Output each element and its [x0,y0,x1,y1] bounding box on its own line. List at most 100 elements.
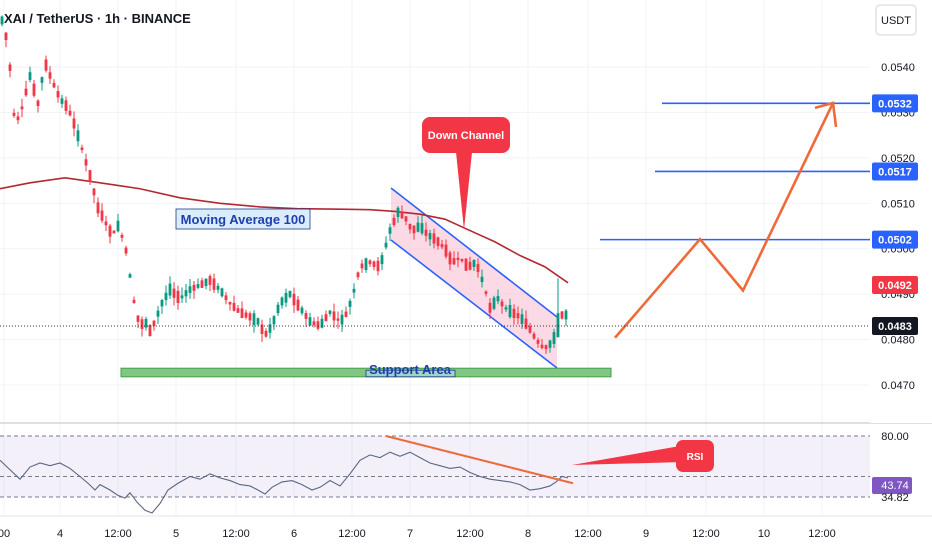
candle [452,258,456,265]
candle [460,258,464,262]
time-tick-label: 7 [407,528,413,540]
candle [64,100,68,111]
candle [468,261,472,270]
candle [20,106,24,110]
candle [352,288,356,293]
candle [152,320,156,326]
candle [540,344,544,349]
price-tag [872,94,918,113]
price-tick-label: 0.0480 [881,335,915,347]
candle [208,276,212,285]
candle [272,316,276,325]
price-tick-label: 0.0470 [881,380,915,392]
candle [236,308,240,313]
candle [144,318,148,328]
candle [196,284,200,288]
candle [480,276,484,283]
candle [308,317,312,326]
price-axis-bg [870,0,932,423]
candle [360,263,364,269]
candle [140,319,144,329]
candle [504,307,508,310]
candle [192,284,196,291]
price-tag-label: 0.0492 [878,280,912,292]
candle [68,110,72,116]
time-tick-label: 4 [57,528,63,540]
candle [256,318,260,325]
rsi-tag [872,476,912,494]
candle [104,221,108,226]
time-tick-label: 12:00 [222,528,250,540]
candle [224,295,228,301]
candle [244,312,248,318]
down-channel-callout: Down Channel [422,117,510,230]
symbol-title[interactable]: XAI / TetherUS · 1h · BINANCE [4,11,191,26]
candle [124,247,128,254]
candle [0,16,4,25]
time-tick-label: 12:00 [574,528,602,540]
candle [284,292,288,303]
candle [132,299,136,303]
candle [448,252,452,265]
price-tag-label: 0.0483 [878,321,912,333]
currency-selector[interactable]: USDT [875,4,917,36]
candle [216,285,220,290]
candle [288,291,292,298]
candle [268,324,272,333]
price-tag-label: 0.0532 [878,98,912,110]
candle [372,261,376,267]
candle [212,278,216,290]
candle [556,313,560,338]
support-area-label-box [365,369,456,378]
down-channel-upper [390,187,558,318]
candle [500,301,504,307]
candle [100,210,104,221]
price-tick-label: 0.0510 [881,198,915,210]
candle [180,295,184,299]
candle [40,77,44,83]
price-tag-label: 0.0502 [878,235,912,247]
candle [164,292,168,301]
candle [328,310,332,314]
candle [496,296,500,302]
candle [420,223,424,234]
currency-label: USDT [881,15,911,27]
rsi-levels [0,435,870,498]
candle [512,308,516,319]
candle [544,345,548,350]
rsi-tick-label: 34.82 [881,492,909,504]
time-axis: 00 4 12:00 5 12:00 6 12:00 7 12:00 8 12:00 9 12:00 10… [0,528,836,540]
candle [160,299,164,307]
rsi-tick-label: 43.74 [881,480,909,492]
time-tick-label: 12:00 [808,528,836,540]
candles [0,15,568,354]
time-tick-label: 9 [643,528,649,540]
candle [312,321,316,326]
candle [280,297,284,306]
candle [376,260,380,272]
candle [528,326,532,333]
candle [332,311,336,321]
candle [304,313,308,319]
candle [80,147,84,151]
candle [396,207,400,217]
candle [464,258,468,271]
candle [260,324,264,334]
price-tick-label: 0.0540 [881,62,915,74]
candle [112,230,116,234]
candle [380,255,384,265]
candle [148,324,152,337]
candle [56,91,60,98]
candle [416,222,420,232]
candle [424,229,428,236]
candle [220,288,224,297]
candle [484,291,488,294]
chart-grid [0,0,870,516]
candle [560,311,564,319]
candle [336,318,340,321]
time-tick-label: 6 [291,528,297,540]
rsi-callout-label: RSI [687,452,704,463]
candle [320,318,324,328]
